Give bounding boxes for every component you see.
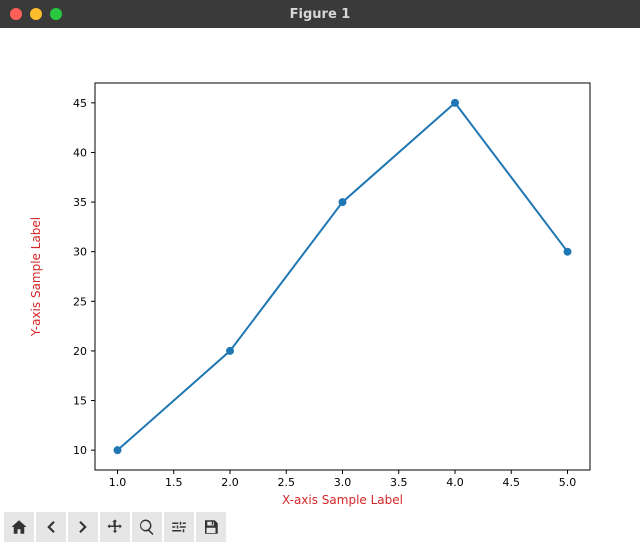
- home-icon: [10, 518, 28, 536]
- xtick-label: 5.0: [559, 476, 577, 489]
- figure-canvas: 1.0 1.5 2.0 2.5 3.0 3.5 4.0 4.5 5.0 10 15 20 25 30 35 4…: [0, 28, 640, 510]
- data-marker: [339, 198, 347, 206]
- floppy-icon: [202, 518, 220, 536]
- window-title: Figure 1: [0, 7, 640, 22]
- xtick-label: 1.5: [165, 476, 183, 489]
- titlebar: Figure 1: [0, 0, 640, 28]
- ytick-label: 40: [73, 146, 87, 159]
- magnifier-icon: [138, 518, 156, 536]
- home-button[interactable]: [4, 512, 34, 542]
- zoom-button[interactable]: [132, 512, 162, 542]
- save-button[interactable]: [196, 512, 226, 542]
- ytick-label: 25: [73, 295, 87, 308]
- data-marker: [451, 99, 459, 107]
- arrow-left-icon: [42, 518, 60, 536]
- x-axis-label: X-axis Sample Label: [282, 493, 403, 507]
- minimize-icon[interactable]: [30, 8, 42, 20]
- ytick-label: 10: [73, 444, 87, 457]
- ytick-label: 35: [73, 196, 87, 209]
- plot-svg: 1.0 1.5 2.0 2.5 3.0 3.5 4.0 4.5 5.0 10 15 20 25 30 35 4…: [0, 28, 640, 510]
- ytick-label: 30: [73, 246, 87, 259]
- ytick-label: 15: [73, 395, 87, 408]
- ytick-label: 45: [73, 97, 87, 110]
- figure-window: Figure 1 1.0 1.5 2.0 2.5 3.0 3.5 4.0 4.5 5.0 10 15…: [0, 0, 640, 544]
- data-line: [118, 103, 568, 450]
- xtick-label: 4.0: [446, 476, 464, 489]
- ytick-label: 20: [73, 345, 87, 358]
- pan-button[interactable]: [100, 512, 130, 542]
- close-icon[interactable]: [10, 8, 22, 20]
- traffic-lights: [10, 8, 62, 20]
- xtick-label: 2.0: [221, 476, 239, 489]
- move-icon: [106, 518, 124, 536]
- back-button[interactable]: [36, 512, 66, 542]
- nav-toolbar: [0, 510, 640, 544]
- xtick-label: 1.0: [109, 476, 127, 489]
- xtick-label: 3.0: [334, 476, 352, 489]
- zoom-window-icon[interactable]: [50, 8, 62, 20]
- plot-border: [95, 83, 590, 470]
- arrow-right-icon: [74, 518, 92, 536]
- sliders-icon: [170, 518, 188, 536]
- configure-button[interactable]: [164, 512, 194, 542]
- xtick-label: 2.5: [278, 476, 296, 489]
- data-marker: [114, 446, 122, 454]
- xtick-label: 4.5: [503, 476, 521, 489]
- forward-button[interactable]: [68, 512, 98, 542]
- data-marker: [226, 347, 234, 355]
- y-axis-label: Y-axis Sample Label: [29, 217, 43, 337]
- xtick-label: 3.5: [390, 476, 408, 489]
- data-marker: [564, 248, 572, 256]
